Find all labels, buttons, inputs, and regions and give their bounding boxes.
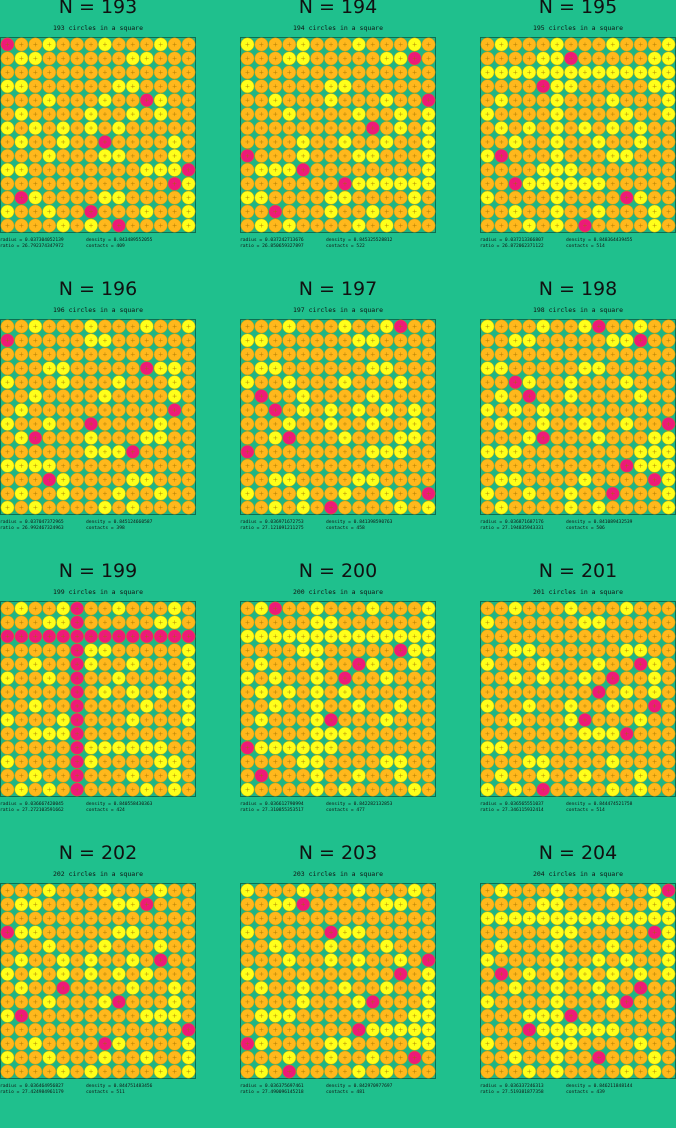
square-packing (480, 37, 676, 233)
stat-density: density = 0.841089432539 (566, 520, 632, 525)
panel-title: N = 194 (240, 0, 436, 18)
square (481, 38, 676, 233)
panel-subtitle: 195 circles in a square (480, 24, 676, 32)
stat-contacts: contacts = 424 (86, 808, 125, 813)
stat-radius: radius = 0.036871687176 (480, 520, 544, 525)
square-packing (240, 601, 436, 797)
square (241, 602, 436, 797)
page: {"panels": [ {"title": "N = 193", "subti… (0, 0, 676, 1093)
panel-subtitle: 194 circles in a square (240, 24, 436, 32)
panel-title: N = 197 (240, 278, 436, 300)
square-packing (240, 37, 436, 233)
square-packing (480, 601, 676, 797)
stat-ratio: ratio = 27.194835943331 (480, 526, 544, 531)
packing-panel: N = 195 195 circles in a square radius = 0… (480, 0, 676, 282)
panel-title: N = 196 (0, 278, 196, 300)
square (1, 602, 196, 797)
stat-radius: radius = 0.037213366807 (480, 238, 544, 243)
panel-subtitle: 193 circles in a square (0, 24, 196, 32)
panel-title: N = 198 (480, 278, 676, 300)
panel-subtitle: 196 circles in a square (0, 306, 196, 314)
stat-ratio: ratio = 26.792374347972 (0, 244, 64, 249)
square-packing (240, 319, 436, 515)
square-packing (0, 319, 196, 515)
packing-panel: N = 193 193 circles in a square radius = 0… (0, 0, 196, 282)
stat-density: density = 0.843489552055 (86, 238, 152, 243)
stat-density: density = 0.841398590763 (326, 520, 392, 525)
panel-title: N = 199 (0, 560, 196, 582)
stat-contacts: contacts = 522 (326, 244, 365, 249)
square-packing (480, 319, 676, 515)
stat-ratio: ratio = 26.850659327897 (240, 244, 304, 249)
panel-subtitle: 197 circles in a square (240, 306, 436, 314)
stat-density: density = 0.845124660587 (86, 520, 152, 525)
stat-radius: radius = 0.037242713676 (240, 238, 304, 243)
square (241, 38, 436, 233)
stat-radius: radius = 0.036612790994 (240, 802, 304, 807)
square (481, 320, 676, 515)
stat-contacts: contacts = 506 (566, 526, 605, 531)
stat-contacts: contacts = 514 (566, 244, 605, 249)
stat-ratio: ratio = 26.872062371122 (480, 244, 544, 249)
square-packing (0, 37, 196, 233)
panel-subtitle: 200 circles in a square (240, 588, 436, 596)
square (241, 320, 436, 515)
stat-contacts: contacts = 458 (326, 526, 365, 531)
stat-ratio: ratio = 27.272103591662 (0, 808, 64, 813)
square (1, 38, 196, 233)
stat-contacts: contacts = 409 (86, 244, 125, 249)
stat-ratio: ratio = 27.310855353517 (240, 808, 304, 813)
stat-ratio: ratio = 26.992467324963 (0, 526, 64, 531)
square (481, 602, 676, 797)
stat-density: density = 0.842282132853 (326, 802, 392, 807)
panel-title: N = 201 (480, 560, 676, 582)
stat-radius: radius = 0.037047372965 (0, 520, 64, 525)
packing-panel: N = 194 194 circles in a square radius = 0… (240, 0, 436, 282)
stat-contacts: contacts = 398 (86, 526, 125, 531)
stat-density: density = 0.845325528812 (326, 238, 392, 243)
stat-contacts: contacts = 477 (326, 808, 365, 813)
panel-title: N = 193 (0, 0, 196, 18)
panel-title: N = 195 (480, 0, 676, 18)
square (1, 320, 196, 515)
stat-density: density = 0.848364439455 (566, 238, 632, 243)
stat-radius: radius = 0.036971672753 (240, 520, 304, 525)
panel-subtitle: 201 circles in a square (480, 588, 676, 596)
panel-subtitle: 198 circles in a square (480, 306, 676, 314)
panel-subtitle: 199 circles in a square (0, 588, 196, 596)
stat-radius: radius = 0.037304052139 (0, 238, 64, 243)
square-packing (0, 601, 196, 797)
stat-density: density = 0.840558430363 (86, 802, 152, 807)
panel-title: N = 200 (240, 560, 436, 582)
stat-radius: radius = 0.036667420045 (0, 802, 64, 807)
stat-ratio: ratio = 27.121091211275 (240, 526, 304, 531)
